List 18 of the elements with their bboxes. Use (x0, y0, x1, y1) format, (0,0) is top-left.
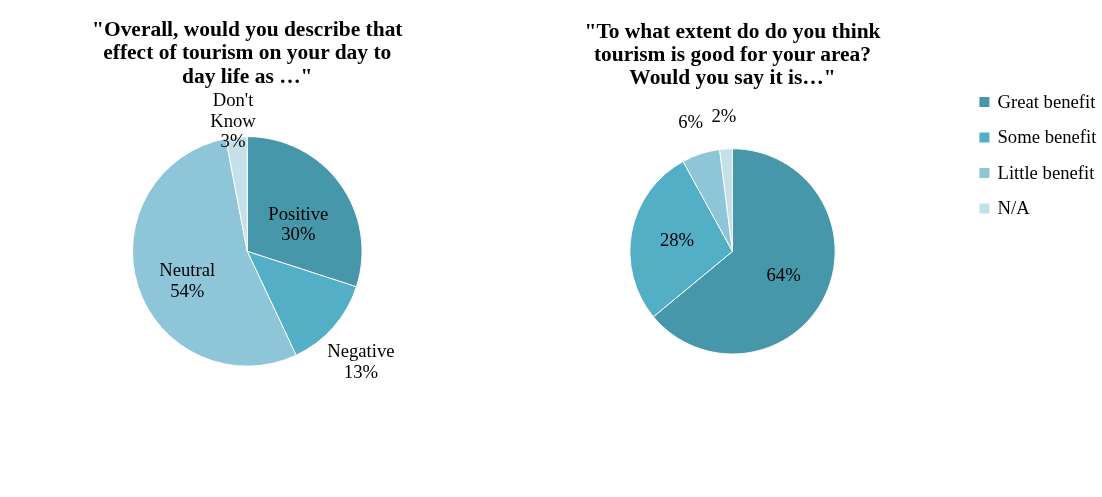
chart-title: "To what extent do do you think tourism is good for your area? Would you say it is…" (584, 18, 881, 90)
legend-label: Little benefit (997, 161, 1096, 183)
legend-label: N/A (997, 197, 1031, 219)
data-label: 54% (170, 279, 205, 301)
data-label: 30% (281, 223, 316, 245)
data-label: 28% (659, 229, 695, 251)
slice-label: Neutral (159, 259, 216, 281)
data-label: 3% (220, 130, 246, 152)
data-label: 6% (678, 111, 704, 133)
data-label: 13% (343, 360, 379, 382)
legend-label: Great benefit (997, 90, 1097, 112)
slice-label: Negative (327, 340, 395, 362)
data-label: 2% (711, 104, 737, 126)
legend-label: Some benefit (997, 126, 1098, 148)
chart-title: "Overall, would you describe that effect of tourism on your day to day life as …" (92, 17, 404, 88)
data-label: 64% (766, 263, 801, 285)
slice-label: Positive (268, 202, 329, 224)
slice-label: Don't Know (210, 89, 257, 131)
